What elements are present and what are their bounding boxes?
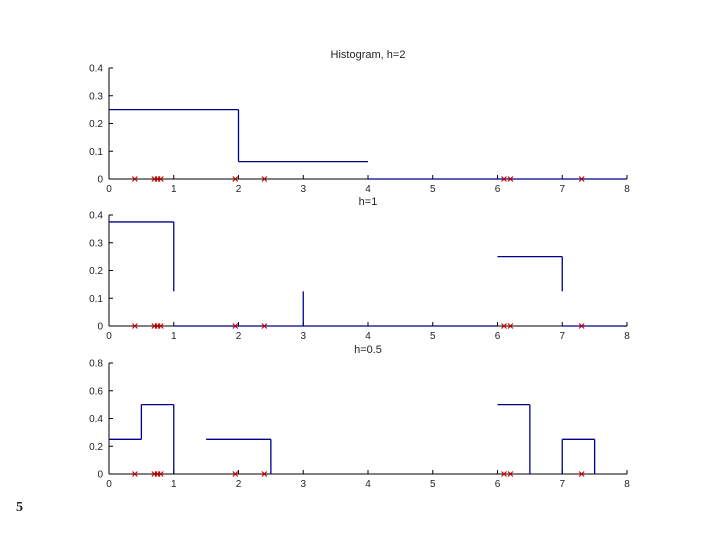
x-tick-label: 7: [559, 479, 565, 490]
sample-marker: [501, 176, 507, 182]
sample-marker: [507, 471, 514, 477]
subplot-3: h=0.5 0 1 2 3 4 5 6 7 8 0 0.2 0.4 0.6 0.8: [89, 344, 630, 490]
x-tick-label: 0: [106, 331, 112, 342]
sample-marker: [501, 323, 507, 329]
sample-marker: [501, 471, 507, 477]
subplot-title: h=1: [359, 196, 378, 208]
x-tick-label: 5: [430, 479, 436, 490]
sample-marker: [132, 176, 138, 182]
y-tick-label: 0: [97, 470, 103, 481]
sample-marker: [578, 323, 585, 329]
slide-number: 5: [16, 500, 23, 515]
y-tick-label: 0.1: [89, 294, 103, 305]
x-tick-label: 0: [106, 184, 112, 195]
sample-marker: [232, 176, 239, 182]
x-tick-label: 8: [624, 479, 630, 490]
x-tick-label: 5: [430, 184, 436, 195]
y-tick-label: 0.8: [89, 359, 103, 370]
x-tick-label: 3: [300, 184, 306, 195]
sample-marker: [578, 176, 585, 182]
x-tick-label: 3: [300, 331, 306, 342]
x-tick-label: 0: [106, 479, 112, 490]
x-tick-label: 1: [171, 331, 177, 342]
x-tick-label: 7: [559, 331, 565, 342]
x-tick-label: 3: [300, 479, 306, 490]
y-tick-label: 0.3: [89, 238, 103, 249]
subplot-title: Histogram, h=2: [331, 49, 406, 61]
y-tick-label: 0.4: [89, 64, 103, 75]
y-tick-label: 0: [97, 175, 103, 186]
x-tick-label: 2: [236, 184, 242, 195]
y-tick-label: 0.4: [89, 414, 103, 425]
y-tick-label: 0.2: [89, 442, 103, 453]
sample-marker: [157, 471, 164, 477]
sample-marker: [132, 471, 138, 477]
sample-marker: [232, 471, 239, 477]
sample-marker: [578, 471, 585, 477]
x-tick-label: 5: [430, 331, 436, 342]
y-tick-label: 0.1: [89, 147, 103, 158]
y-tick-label: 0.6: [89, 386, 103, 397]
x-tick-label: 8: [624, 184, 630, 195]
x-tick-label: 4: [365, 184, 371, 195]
x-tick-label: 1: [171, 479, 177, 490]
sample-marker: [132, 323, 138, 329]
x-tick-label: 2: [236, 331, 242, 342]
x-tick-label: 4: [365, 331, 371, 342]
x-tick-label: 6: [495, 184, 501, 195]
y-tick-label: 0.4: [89, 211, 103, 222]
subplot-1: Histogram, h=2 0 1 2 3 4 5 6 7 8 0 0.1 0.2 0.3 0.4: [89, 49, 630, 195]
sample-marker: [261, 176, 268, 182]
sample-marker: [507, 323, 514, 329]
x-tick-label: 7: [559, 184, 565, 195]
subplot-2: h=1 0 1 2 3 4 5 6 7 8 0 0.1 0.2 0.3 0.4: [89, 196, 630, 342]
sample-marker: [157, 323, 164, 329]
sample-marker: [261, 471, 268, 477]
sample-marker: [232, 323, 239, 329]
y-tick-label: 0.2: [89, 119, 103, 130]
x-tick-label: 6: [495, 479, 501, 490]
subplot-title: h=0.5: [354, 344, 382, 356]
sample-marker: [157, 176, 164, 182]
x-tick-label: 4: [365, 479, 371, 490]
x-tick-label: 6: [495, 331, 501, 342]
y-tick-label: 0: [97, 322, 103, 333]
sample-marker: [261, 323, 268, 329]
y-tick-label: 0.3: [89, 91, 103, 102]
y-tick-label: 0.2: [89, 266, 103, 277]
sample-marker: [507, 176, 514, 182]
x-tick-label: 1: [171, 184, 177, 195]
x-tick-label: 2: [236, 479, 242, 490]
x-tick-label: 8: [624, 331, 630, 342]
